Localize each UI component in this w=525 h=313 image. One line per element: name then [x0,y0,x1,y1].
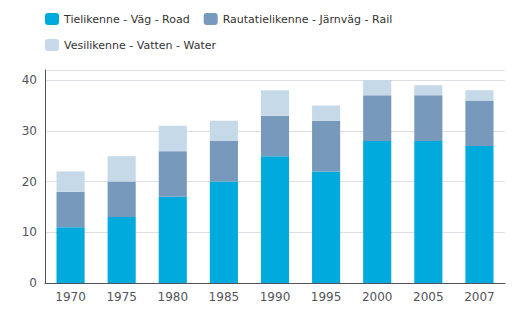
svg-text:20: 20 [22,175,37,189]
svg-text:1990: 1990 [260,290,291,304]
svg-text:1985: 1985 [209,290,240,304]
svg-text:1980: 1980 [158,290,189,304]
svg-text:1970: 1970 [55,290,86,304]
svg-text:Tielikenne - Väg - ­Road: Tielikenne - Väg - ­Road [63,13,190,26]
svg-text:2007: 2007 [464,290,495,304]
svg-text:Rautatielikenne - Järnväg - ­R: Rautatielikenne - Järnväg - ­Rail [223,13,393,26]
svg-text:2000: 2000 [362,290,393,304]
svg-text:30: 30 [22,124,37,138]
svg-text:Vesilikenne - Vatten - ­Water: Vesilikenne - Vatten - ­Water [64,39,216,52]
svg-text:0: 0 [29,276,37,290]
svg-text:2005: 2005 [413,290,444,304]
svg-text:1975: 1975 [106,290,137,304]
svg-text:40: 40 [22,73,37,87]
svg-text:10: 10 [22,225,37,239]
svg-text:1995: 1995 [311,290,342,304]
